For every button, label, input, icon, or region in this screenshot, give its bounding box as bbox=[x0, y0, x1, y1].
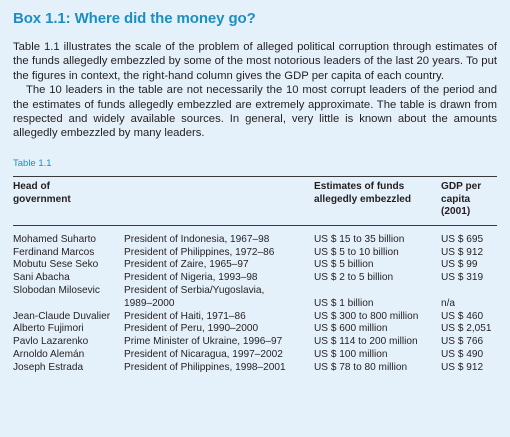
table-row: Joseph Estrada President of Philippines,… bbox=[13, 362, 497, 375]
funds-estimate: US $ 114 to 200 million bbox=[314, 336, 418, 348]
gdp-per-capita: US $ 912 bbox=[441, 246, 484, 258]
leader-name: Pavlo Lazarenko bbox=[13, 336, 89, 348]
header-head-of-government: Head of government bbox=[13, 180, 71, 205]
table-row: Alberto Fujimori President of Peru, 1990… bbox=[13, 323, 497, 336]
gdp-per-capita: US $ 99 bbox=[441, 259, 478, 271]
table-header-row: Head of government Estimates of funds al… bbox=[13, 177, 497, 225]
table-row: Mobutu Sese Seko President of Zaire, 196… bbox=[13, 259, 497, 272]
table-top-rule bbox=[13, 175, 497, 177]
table-label: Table 1.1 bbox=[13, 157, 52, 169]
box-title: Box 1.1: Where did the money go? bbox=[13, 10, 256, 27]
table-row: Sani Abacha President of Nigeria, 1993–9… bbox=[13, 272, 497, 285]
funds-estimate: US $ 1 billion bbox=[314, 297, 374, 309]
corruption-table-body: Mohamed Suharto President of Indonesia, … bbox=[13, 226, 497, 375]
table-row: Slobodan Milosevic President of Serbia/Y… bbox=[13, 285, 497, 311]
funds-estimate: US $ 5 billion bbox=[314, 259, 374, 271]
table-row: Ferdinand Marcos President of Philippine… bbox=[13, 247, 497, 260]
table-row: Jean-Claude Duvalier President of Haiti,… bbox=[13, 311, 497, 324]
leader-name: Arnoldo Alemán bbox=[13, 349, 85, 361]
leader-name: Sani Abacha bbox=[13, 272, 70, 284]
gdp-per-capita: US $ 912 bbox=[441, 361, 484, 373]
gdp-per-capita: US $ 319 bbox=[441, 272, 484, 284]
gdp-per-capita: n/a bbox=[441, 297, 456, 309]
table-row: Mohamed Suharto President of Indonesia, … bbox=[13, 234, 497, 247]
leader-position: Prime Minister of Ukraine, 1996–97 bbox=[124, 336, 283, 348]
leader-position: President of Haiti, 1971–86 bbox=[124, 310, 246, 322]
header-funds: Estimates of funds allegedly embezzled bbox=[314, 180, 412, 205]
funds-estimate: US $ 2 to 5 billion bbox=[314, 272, 394, 284]
leader-position: President of Nigeria, 1993–98 bbox=[124, 272, 258, 284]
leader-name: Joseph Estrada bbox=[13, 361, 84, 373]
leader-position: President of Nicaragua, 1997–2002 bbox=[124, 349, 283, 361]
funds-estimate: US $ 300 to 800 million bbox=[314, 310, 419, 322]
funds-estimate: US $ 600 million bbox=[314, 323, 388, 335]
header-gdp: GDP per capita (2001) bbox=[441, 180, 482, 218]
gdp-per-capita: US $ 2,051 bbox=[441, 323, 492, 335]
table-row: Arnoldo Alemán President of Nicaragua, 1… bbox=[13, 349, 497, 362]
leader-position: President of Zaire, 1965–97 bbox=[124, 259, 249, 271]
leader-position: President of Indonesia, 1967–98 bbox=[124, 233, 270, 245]
funds-estimate: US $ 78 to 80 million bbox=[314, 361, 408, 373]
paragraph-intro: Table 1.1 illustrates the scale of the p… bbox=[13, 41, 497, 82]
paragraph-caveat: The 10 leaders in the table are not nece… bbox=[13, 84, 497, 140]
table-header-rule bbox=[13, 224, 497, 226]
gdp-per-capita: US $ 695 bbox=[441, 233, 484, 245]
gdp-per-capita: US $ 460 bbox=[441, 310, 484, 322]
leader-name: Mobutu Sese Seko bbox=[13, 259, 99, 271]
leader-position: President of Philippines, 1972–86 bbox=[124, 246, 275, 258]
gdp-per-capita: US $ 490 bbox=[441, 349, 484, 361]
leader-position: President of Philippines, 1998–2001 bbox=[124, 361, 286, 373]
funds-estimate: US $ 100 million bbox=[314, 349, 388, 361]
leader-name: Mohamed Suharto bbox=[13, 233, 97, 245]
leader-position: President of Serbia/Yugoslavia, 1989–200… bbox=[124, 285, 265, 309]
leader-name: Alberto Fujimori bbox=[13, 323, 84, 335]
table-row: Pavlo Lazarenko Prime Minister of Ukrain… bbox=[13, 336, 497, 349]
leader-name: Slobodan Milosevic bbox=[13, 285, 100, 297]
funds-estimate: US $ 15 to 35 billion bbox=[314, 233, 405, 245]
header-position bbox=[124, 177, 314, 225]
gdp-per-capita: US $ 766 bbox=[441, 336, 484, 348]
leader-name: Ferdinand Marcos bbox=[13, 246, 95, 258]
corruption-table: Head of government Estimates of funds al… bbox=[13, 177, 497, 225]
leader-name: Jean-Claude Duvalier bbox=[13, 310, 111, 322]
funds-estimate: US $ 5 to 10 billion bbox=[314, 246, 399, 258]
leader-position: President of Peru, 1990–2000 bbox=[124, 323, 259, 335]
